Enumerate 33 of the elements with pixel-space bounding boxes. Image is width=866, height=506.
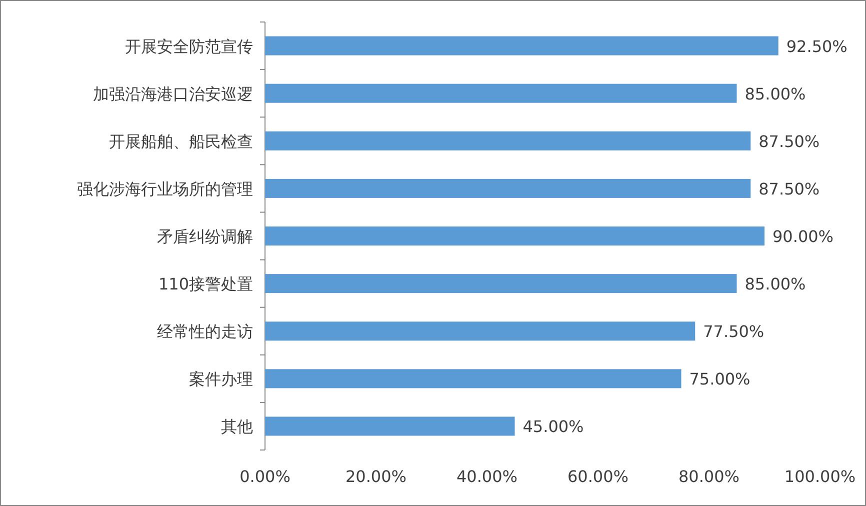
x-tick-label: 100.00% — [784, 467, 856, 486]
data-label: 75.00% — [689, 370, 750, 389]
data-label: 77.50% — [703, 322, 764, 342]
y-tick-label: 案件办理 — [189, 370, 253, 389]
data-label: 90.00% — [772, 227, 834, 246]
bar — [265, 322, 696, 341]
y-tick-label: 其他 — [221, 417, 253, 436]
bar — [265, 36, 778, 56]
bar — [265, 178, 751, 198]
data-label: 85.00% — [744, 274, 806, 294]
bar — [265, 369, 682, 388]
y-tick-label: 加强沿海港口治安巡逻 — [93, 84, 253, 104]
x-tick-label: 0.00% — [240, 467, 290, 486]
bar — [265, 84, 737, 103]
y-tick-label: 开展船舶、船民检查 — [109, 132, 253, 151]
bar — [265, 131, 751, 150]
y-tick-label: 经常性的走访 — [157, 322, 253, 342]
x-tick-label: 20.00% — [345, 467, 407, 486]
bar — [265, 416, 515, 436]
x-tick-label: 80.00% — [678, 467, 740, 486]
y-tick-label: 强化涉海行业场所的管理 — [77, 179, 253, 198]
data-label: 45.00% — [522, 417, 584, 436]
y-tick-label: 开展安全防范宣传 — [125, 36, 253, 56]
x-tick-label: 40.00% — [456, 467, 518, 486]
data-label: 87.50% — [758, 179, 820, 198]
data-label: 92.50% — [786, 36, 848, 56]
data-label: 87.50% — [758, 132, 820, 151]
bar — [265, 226, 764, 246]
y-tick-label: 矛盾纠纷调解 — [157, 227, 253, 246]
x-tick-label: 60.00% — [567, 467, 629, 486]
y-tick-label: 110接警处置 — [158, 274, 253, 294]
data-label: 85.00% — [744, 84, 806, 104]
bar — [265, 274, 737, 294]
